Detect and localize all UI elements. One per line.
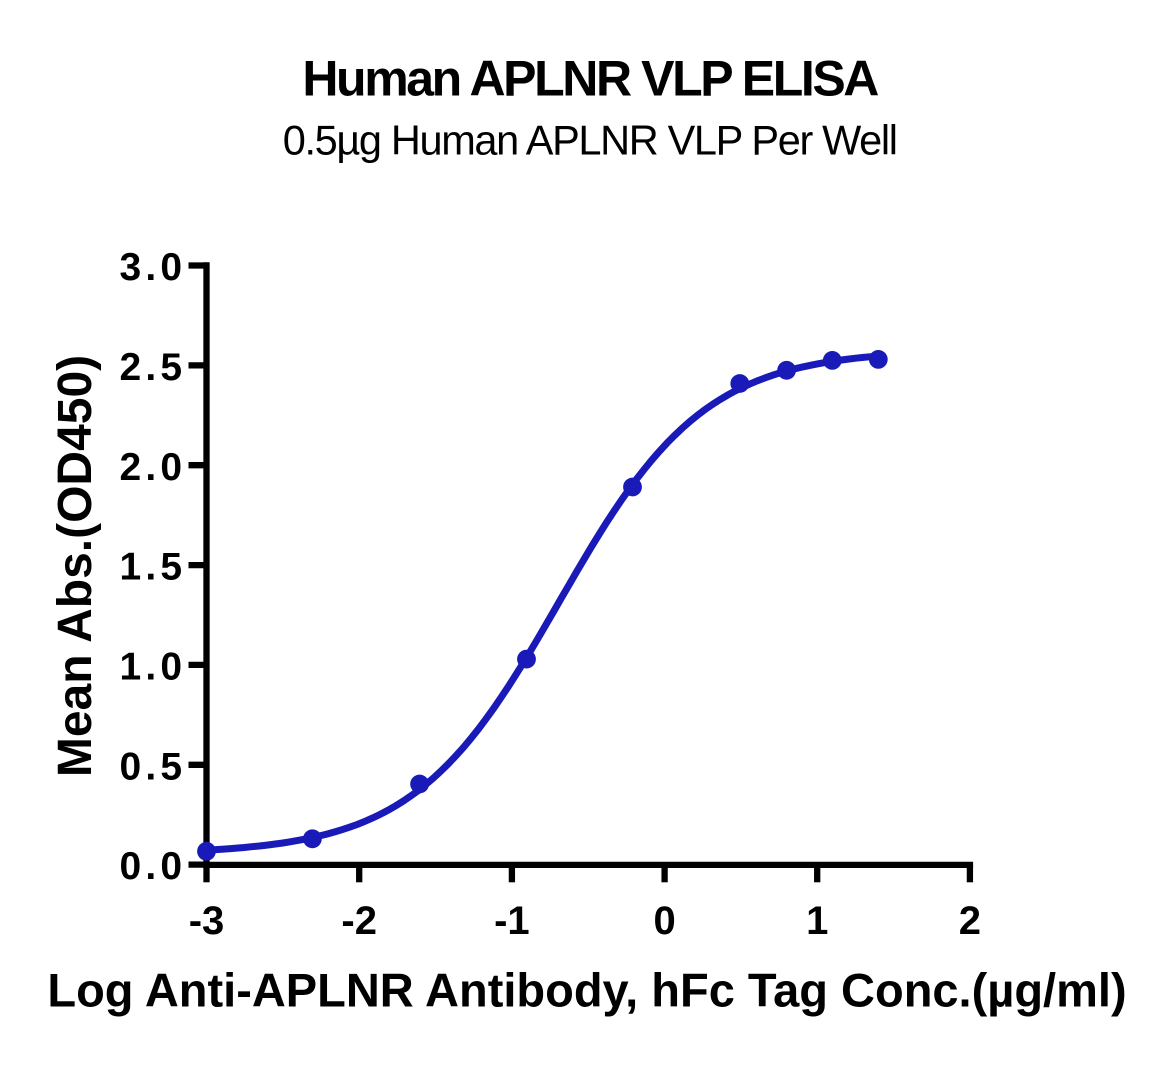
svg-text:-3: -3 xyxy=(189,899,225,943)
svg-text:0: 0 xyxy=(653,899,675,943)
svg-text:0.5µg Human APLNR VLP Per Well: 0.5µg Human APLNR VLP Per Well xyxy=(283,117,897,164)
svg-text:2.0: 2.0 xyxy=(119,446,186,489)
svg-text:2: 2 xyxy=(959,899,981,943)
svg-text:Human APLNR VLP ELISA: Human APLNR VLP ELISA xyxy=(302,50,878,106)
svg-text:-2: -2 xyxy=(341,899,377,943)
svg-text:1: 1 xyxy=(806,899,828,943)
svg-text:-1: -1 xyxy=(494,899,530,943)
svg-text:0.5: 0.5 xyxy=(119,745,186,788)
svg-text:Log Anti-APLNR Antibody, hFc T: Log Anti-APLNR Antibody, hFc Tag Conc.(µ… xyxy=(47,964,1126,1017)
svg-text:2.5: 2.5 xyxy=(119,346,186,389)
svg-text:1.0: 1.0 xyxy=(119,646,186,689)
svg-text:3.0: 3.0 xyxy=(119,246,186,289)
svg-text:0.0: 0.0 xyxy=(119,845,186,888)
svg-text:Mean Abs.(OD450): Mean Abs.(OD450) xyxy=(49,355,102,777)
svg-text:1.5: 1.5 xyxy=(119,546,186,589)
